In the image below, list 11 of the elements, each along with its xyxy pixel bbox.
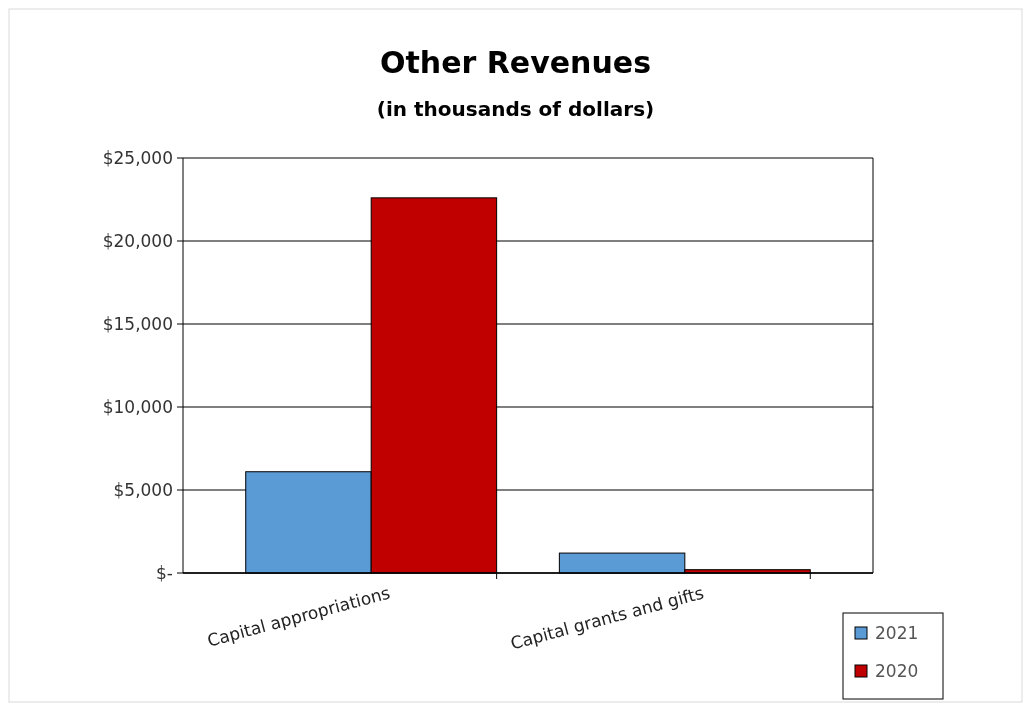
legend-label: 2020 <box>875 660 919 681</box>
y-tick-label: $20,000 <box>102 230 173 251</box>
y-tick-label: $5,000 <box>113 479 173 500</box>
y-tick-label: $15,000 <box>102 313 173 334</box>
x-tick-label: Capital grants and gifts <box>508 582 706 654</box>
chart-subtitle: (in thousands of dollars) <box>376 97 655 121</box>
legend-label: 2021 <box>875 622 919 643</box>
chart-title: Other Revenues <box>379 45 652 80</box>
y-tick-label: $10,000 <box>102 396 173 417</box>
y-tick-label: $- <box>156 562 173 583</box>
y-tick-label: $25,000 <box>102 147 173 168</box>
